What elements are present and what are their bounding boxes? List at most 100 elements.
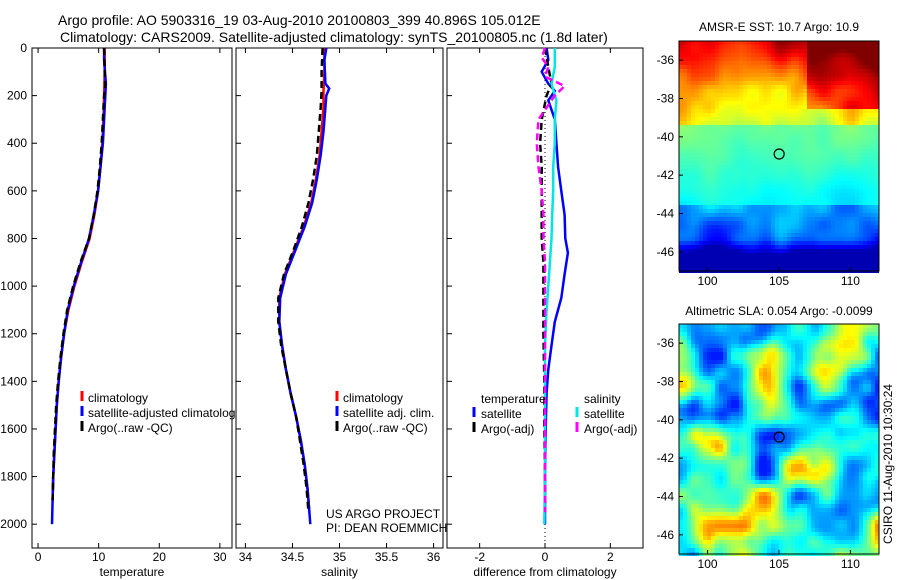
- sst-map-cell: [703, 165, 707, 169]
- sla-map-cell: [743, 436, 747, 440]
- sla-map-cell: [707, 332, 711, 336]
- sla-map-cell: [747, 420, 751, 424]
- sla-map-cell: [847, 460, 851, 464]
- sla-map-cell: [747, 396, 751, 400]
- sla-map-cell: [855, 328, 859, 332]
- sst-map-cell: [859, 221, 863, 225]
- sst-map-cell: [807, 89, 811, 93]
- sst-map-cell: [771, 265, 775, 269]
- sst-map-cell: [771, 105, 775, 109]
- sla-map-cell: [827, 332, 831, 336]
- sla-map-cell: [843, 460, 847, 464]
- sst-map-cell: [759, 157, 763, 161]
- sla-map-cell: [779, 452, 783, 456]
- sla-map-cell: [875, 340, 879, 344]
- sla-map-cell: [831, 360, 835, 364]
- sst-map-cell: [847, 73, 851, 77]
- sst-map-cell: [843, 141, 847, 145]
- sla-map-cell: [687, 408, 691, 412]
- sst-map-cell: [791, 245, 795, 249]
- sst-map-cell: [739, 57, 743, 61]
- sla-map-cell: [719, 432, 723, 436]
- sst-map-cell: [695, 61, 699, 65]
- sst-map-cell: [795, 197, 799, 201]
- sla-map-cell: [811, 348, 815, 352]
- sla-map-cell: [715, 408, 719, 412]
- sla-map-cell: [723, 416, 727, 420]
- sla-map-cell: [791, 392, 795, 396]
- sst-map-cell: [831, 105, 835, 109]
- sst-map-cell: [847, 249, 851, 253]
- sla-map-cell: [775, 364, 779, 368]
- sla-map-cell: [715, 432, 719, 436]
- sst-map-cell: [727, 101, 731, 105]
- sla-map-cell: [779, 340, 783, 344]
- sla-map-cell: [735, 428, 739, 432]
- sst-map-cell: [815, 149, 819, 153]
- sla-map-cell: [771, 444, 775, 448]
- sst-map-cell: [751, 173, 755, 177]
- sst-map-cell: [843, 85, 847, 89]
- sst-map-cell: [755, 241, 759, 245]
- sla-map-cell: [743, 416, 747, 420]
- sla-map-cell: [691, 464, 695, 468]
- sst-map-cell: [727, 41, 731, 45]
- sla-map-cell: [863, 336, 867, 340]
- sla-map-cell: [795, 364, 799, 368]
- sla-map-cell: [811, 344, 815, 348]
- sst-map-cell: [859, 41, 863, 45]
- sla-map-cell: [831, 352, 835, 356]
- sla-map-cell: [783, 444, 787, 448]
- sst-map-cell: [787, 265, 791, 269]
- sst-map-cell: [715, 105, 719, 109]
- sla-map-cell: [855, 380, 859, 384]
- sst-map-cell: [719, 173, 723, 177]
- sst-map-cell: [739, 137, 743, 141]
- sla-map-cell: [743, 360, 747, 364]
- sst-map-cell: [763, 245, 767, 249]
- sst-map-cell: [791, 253, 795, 257]
- sla-map-cell: [871, 364, 875, 368]
- sla-map-cell: [691, 376, 695, 380]
- sla-map-cell: [719, 416, 723, 420]
- sst-map-cell: [783, 77, 787, 81]
- sst-map-cell: [839, 41, 843, 45]
- sla-map-cell: [707, 464, 711, 468]
- sst-map-cell: [695, 177, 699, 181]
- sla-map-cell: [703, 384, 707, 388]
- sla-map-cell: [827, 448, 831, 452]
- sst-map-cell: [695, 169, 699, 173]
- sla-map-cell: [875, 380, 879, 384]
- sst-map-cell: [695, 133, 699, 137]
- sla-map-cell: [835, 416, 839, 420]
- sla-map-cell: [747, 380, 751, 384]
- sst-map-cell: [751, 161, 755, 165]
- sla-map-cell: [747, 324, 751, 328]
- sst-map-cell: [839, 81, 843, 85]
- sst-map-cell: [779, 161, 783, 165]
- sst-map-cell: [795, 241, 799, 245]
- sst-map-cell: [679, 245, 683, 249]
- sla-map-cell: [851, 368, 855, 372]
- sst-map-cell: [855, 149, 859, 153]
- sla-map-cell: [683, 392, 687, 396]
- sst-map-cell: [843, 145, 847, 149]
- sst-map-cell: [811, 145, 815, 149]
- sla-map-cell: [691, 372, 695, 376]
- sla-map-cell: [791, 344, 795, 348]
- sst-map-cell: [715, 169, 719, 173]
- sst-map-cell: [771, 253, 775, 257]
- sst-map-cell: [867, 165, 871, 169]
- sla-map-cell: [855, 368, 859, 372]
- sla-map-cell: [691, 448, 695, 452]
- sla-map-cell: [863, 416, 867, 420]
- sla-map-cell: [827, 460, 831, 464]
- sst-map-cell: [815, 105, 819, 109]
- sst-map-cell: [791, 45, 795, 49]
- sst-map-cell: [795, 81, 799, 85]
- sla-map-cell: [691, 352, 695, 356]
- sla-map-cell: [679, 332, 683, 336]
- sla-map-cell: [767, 336, 771, 340]
- sst-map-cell: [791, 65, 795, 69]
- sla-map-cell: [843, 456, 847, 460]
